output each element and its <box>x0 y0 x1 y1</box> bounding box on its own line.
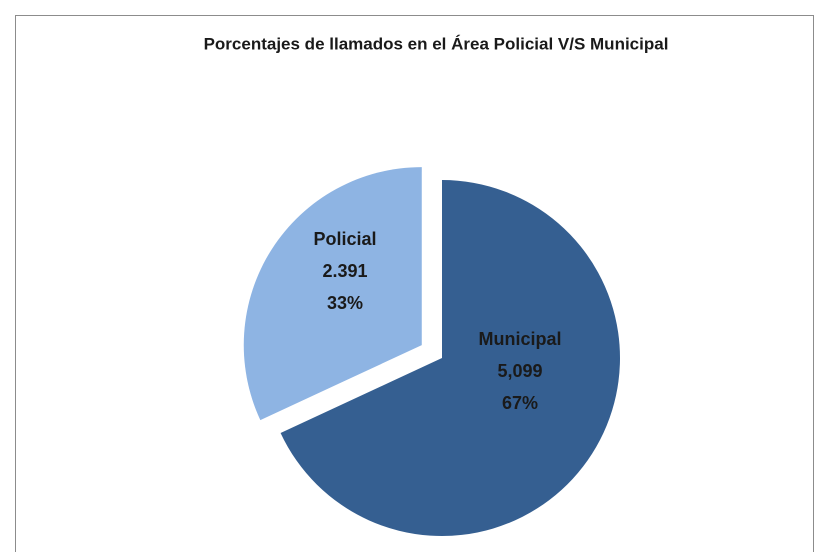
pie-slice <box>280 180 621 536</box>
slice-percent-label: 67% <box>502 393 538 413</box>
slice-percent-label: 33% <box>327 293 363 313</box>
chart-title: Porcentajes de llamados en el Área Polic… <box>204 34 669 53</box>
slice-value-label: 5,099 <box>497 361 542 381</box>
slice-value-label: 2.391 <box>322 261 367 281</box>
slice-category-label: Municipal <box>478 329 561 349</box>
slice-category-label: Policial <box>313 229 376 249</box>
pie-slice <box>243 167 422 421</box>
